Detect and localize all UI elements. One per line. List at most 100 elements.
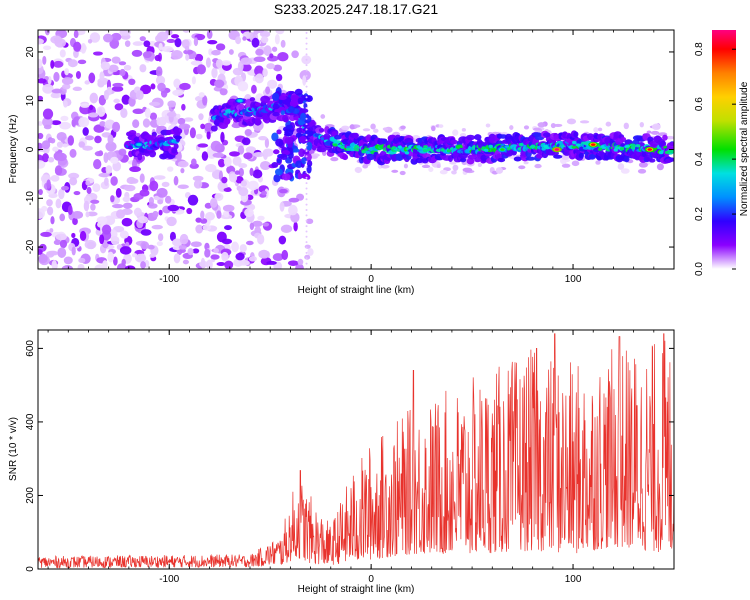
heatmap-cell <box>656 163 664 171</box>
heatmap-cell <box>110 156 119 164</box>
heatmap-cell <box>254 117 262 126</box>
heatmap-cell <box>38 142 43 150</box>
heatmap-cell <box>151 131 157 137</box>
heatmap-cell <box>67 135 75 146</box>
heatmap-cell <box>186 207 193 215</box>
heatmap-cell <box>262 68 268 77</box>
heatmap-cell <box>67 59 78 68</box>
heatmap-cell <box>149 112 158 121</box>
heatmap-cell <box>166 166 174 172</box>
heatmap-cell <box>305 117 308 120</box>
heatmap-cell <box>112 82 124 88</box>
heatmap-cell <box>99 234 105 245</box>
heatmap-cell <box>249 97 256 102</box>
heatmap-cell <box>55 198 62 209</box>
heatmap-cell <box>272 111 280 117</box>
heatmap-cell <box>266 63 275 70</box>
heatmap-cell <box>255 48 264 56</box>
heatmap-cell <box>193 179 203 189</box>
heatmap-cell <box>421 164 431 169</box>
heatmap-cell <box>156 125 167 131</box>
heatmap-cell <box>80 43 87 54</box>
heatmap-cell <box>305 225 308 228</box>
heatmap-cell <box>111 56 121 64</box>
heatmap-cell <box>306 164 312 174</box>
heatmap-cell <box>631 143 636 147</box>
heatmap-cell <box>297 258 304 266</box>
heatmap-cell <box>124 184 136 192</box>
heatmap-cell <box>211 67 218 79</box>
heatmap-cell <box>101 224 112 235</box>
heatmap-cell <box>269 53 274 59</box>
y-tick-label: 200 <box>25 487 36 504</box>
heatmap-cell <box>113 256 118 266</box>
heatmap-cell <box>301 157 307 165</box>
heatmap-cell <box>38 253 48 264</box>
heatmap-cell <box>533 127 541 131</box>
heatmap-cell <box>639 121 644 128</box>
heatmap-cell <box>240 180 247 187</box>
heatmap-cell <box>263 45 272 57</box>
heatmap-cell <box>140 241 150 250</box>
heatmap-cell <box>126 176 136 185</box>
snr-frame <box>37 329 675 570</box>
heatmap-cell <box>431 125 436 132</box>
heatmap-cell <box>391 146 397 150</box>
heatmap-cell <box>198 113 204 121</box>
heatmap-cell <box>40 231 52 237</box>
heatmap-cell <box>38 132 44 140</box>
heatmap-cell <box>305 203 308 206</box>
heatmap-cell <box>56 131 67 141</box>
heatmap-cell <box>282 173 291 181</box>
heatmap-cell <box>116 209 126 219</box>
y-tick-label: 0 <box>25 146 36 152</box>
heatmap-cell <box>485 123 491 128</box>
heatmap-cell <box>354 145 359 149</box>
heatmap-cell <box>113 98 120 104</box>
heatmap-cell <box>223 156 232 167</box>
heatmap-cell <box>42 108 54 120</box>
heatmap-cell <box>90 199 100 204</box>
heatmap-cell <box>173 78 181 88</box>
heatmap-cell <box>38 121 43 126</box>
heatmap-cell <box>46 250 58 256</box>
heatmap-cell <box>302 75 307 86</box>
heatmap-cell <box>254 73 264 84</box>
heatmap-cell <box>247 180 259 191</box>
heatmap-cell <box>196 64 206 75</box>
heatmap-cell <box>157 199 164 205</box>
heatmap-cell <box>465 134 475 141</box>
heatmap-cell <box>665 135 674 140</box>
heatmap-cell <box>426 148 432 152</box>
heatmap-cell <box>305 95 313 102</box>
heatmap-cell <box>428 166 434 173</box>
heatmap-cell <box>135 253 147 263</box>
heatmap-cell <box>131 49 143 57</box>
heatmap-cell <box>391 169 399 173</box>
heatmap-cell <box>210 125 218 132</box>
heatmap-cell <box>201 151 209 161</box>
heatmap-cell <box>258 135 268 141</box>
heatmap-cell <box>38 208 45 219</box>
heatmap-cell <box>185 53 190 61</box>
heatmap-cell <box>277 52 289 62</box>
heatmap-cell <box>38 95 44 102</box>
heatmap-cell <box>77 263 85 269</box>
heatmap-cell <box>305 171 308 174</box>
heatmap-cell <box>296 127 302 134</box>
heatmap-cell <box>275 138 284 147</box>
heatmap-cell <box>149 253 156 258</box>
heatmap-cell <box>43 124 52 130</box>
heatmap-cell <box>300 112 307 122</box>
heatmap-cell <box>73 190 81 196</box>
heatmap-cell <box>51 260 57 269</box>
heatmap-cell <box>651 123 661 131</box>
heatmap-cell <box>399 170 406 176</box>
heatmap-cell <box>346 147 351 151</box>
heatmap-cell <box>593 127 599 133</box>
heatmap-cell <box>171 34 180 39</box>
heatmap-cell <box>155 66 163 78</box>
heatmap-cell <box>404 151 410 155</box>
heatmap-cell <box>283 117 289 123</box>
